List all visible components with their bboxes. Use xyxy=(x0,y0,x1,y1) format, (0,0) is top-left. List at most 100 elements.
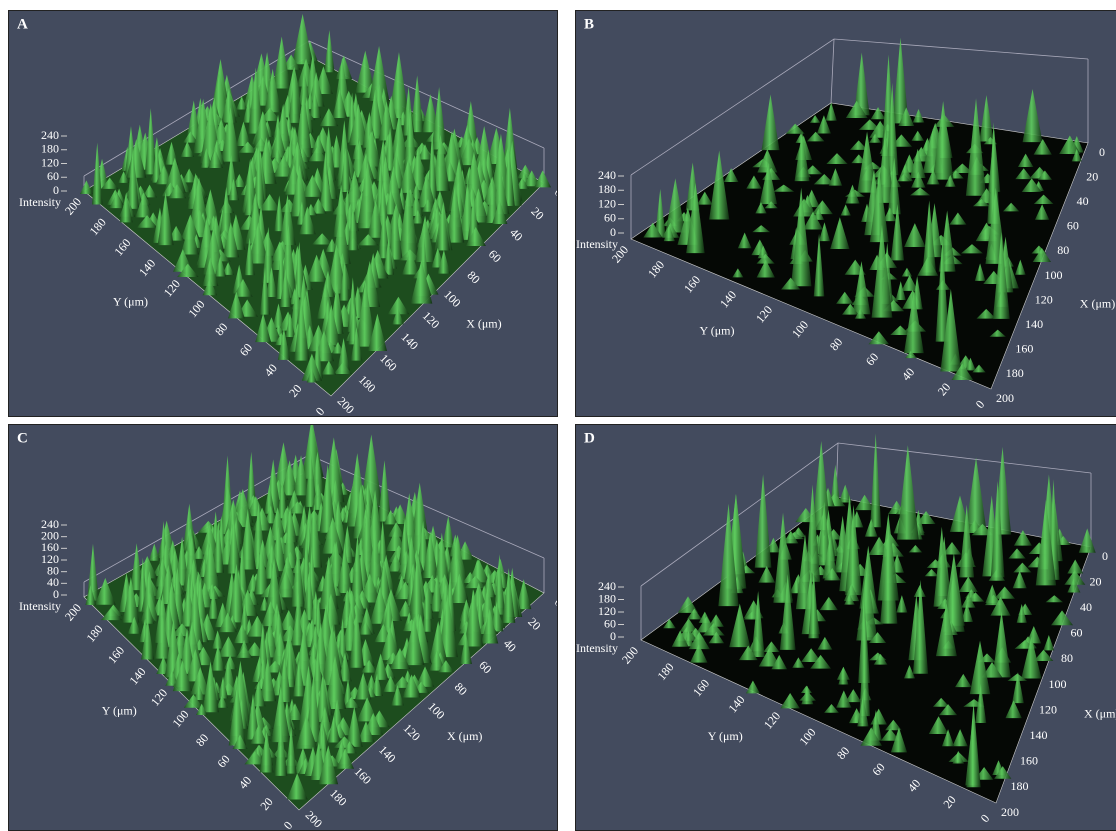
x-tick-label: 180 xyxy=(356,373,379,396)
x-tick-label: 120 xyxy=(401,721,424,744)
y-tick-label: 80 xyxy=(834,744,852,762)
plot: C04080120160200240Intensity2001801601401… xyxy=(9,425,557,830)
plot: A060120180240Intensity200180160140120100… xyxy=(9,11,557,416)
z-tick-label: 240 xyxy=(41,128,59,142)
y-axis-label: Y (μm) xyxy=(102,703,137,717)
y-tick-label: 120 xyxy=(161,277,183,300)
surface-peak xyxy=(442,516,455,547)
y-tick-label: 180 xyxy=(654,660,676,683)
x-tick-label: 180 xyxy=(1006,366,1024,380)
z-axis-label: Intensity xyxy=(19,599,61,613)
y-tick-label: 20 xyxy=(940,793,958,811)
x-tick-label: 100 xyxy=(425,699,448,722)
x-tick-label: 100 xyxy=(1045,268,1063,282)
x-tick-label: 80 xyxy=(1057,243,1069,257)
x-axis-label: X (μm) xyxy=(466,317,501,331)
x-tick-label: 160 xyxy=(1015,342,1033,356)
x-tick-label: 120 xyxy=(1035,292,1053,306)
surface-peak xyxy=(979,95,994,141)
x-tick-label: 200 xyxy=(1001,805,1019,819)
z-tick-label: 240 xyxy=(598,579,616,593)
x-tick-label: 160 xyxy=(377,351,400,374)
y-tick-label: 200 xyxy=(62,195,84,218)
x-tick-label: 200 xyxy=(996,391,1014,405)
z-tick-label: 120 xyxy=(41,155,59,169)
y-tick-label: 0 xyxy=(313,404,328,416)
x-tick-label: 40 xyxy=(507,226,525,244)
y-tick-label: 80 xyxy=(212,320,230,338)
y-tick-label: 140 xyxy=(725,693,747,716)
y-tick-label: 40 xyxy=(905,777,923,795)
x-tick-label: 140 xyxy=(376,743,399,766)
x-tick-label: 20 xyxy=(525,615,543,633)
x-axis-label: X (μm) xyxy=(447,729,482,743)
y-tick-label: 100 xyxy=(169,707,191,730)
x-tick-label: 60 xyxy=(486,247,504,265)
surface-peak xyxy=(755,474,772,567)
y-tick-label: 100 xyxy=(789,318,811,341)
x-tick-label: 100 xyxy=(1049,677,1067,691)
x-tick-label: 40 xyxy=(1077,194,1089,208)
surface-peak xyxy=(87,544,99,601)
panel: D060120180240Intensity200180160140120100… xyxy=(575,424,1116,831)
z-axis-label: Intensity xyxy=(576,237,618,251)
x-tick-label: 160 xyxy=(352,764,375,787)
y-tick-label: 80 xyxy=(193,731,211,749)
x-tick-label: 140 xyxy=(398,330,421,353)
panel: B060120180240Intensity200180160140120100… xyxy=(575,10,1116,417)
y-tick-label: 40 xyxy=(261,361,279,379)
x-axis-label: X (μm) xyxy=(1084,706,1116,720)
z-axis-label: Intensity xyxy=(19,195,61,209)
z-tick-label: 180 xyxy=(598,182,616,196)
x-tick-label: 40 xyxy=(501,636,519,654)
x-tick-label: 20 xyxy=(528,204,546,222)
x-tick-label: 20 xyxy=(1090,574,1102,588)
x-tick-label: 60 xyxy=(1071,626,1083,640)
y-tick-label: 120 xyxy=(761,709,783,732)
y-tick-label: 160 xyxy=(111,236,133,259)
z-tick-label: 120 xyxy=(598,196,616,210)
y-tick-label: 140 xyxy=(717,288,739,311)
y-tick-label: 20 xyxy=(286,382,304,400)
box-edge xyxy=(831,39,834,103)
y-tick-label: 120 xyxy=(148,686,170,709)
x-tick-label: 60 xyxy=(1067,219,1079,233)
panel: A060120180240Intensity200180160140120100… xyxy=(8,10,558,417)
z-tick-label: 240 xyxy=(41,517,59,531)
x-tick-label: 80 xyxy=(452,680,470,698)
surface-peak xyxy=(149,544,160,561)
x-tick-label: 60 xyxy=(476,658,494,676)
y-tick-label: 20 xyxy=(257,795,275,813)
y-axis-label: Y (μm) xyxy=(708,729,743,743)
y-tick-label: 40 xyxy=(236,774,254,792)
y-tick-label: 60 xyxy=(869,760,887,778)
y-tick-label: 60 xyxy=(863,350,881,368)
y-tick-label: 200 xyxy=(619,644,641,667)
z-tick-label: 60 xyxy=(604,616,616,630)
x-tick-label: 0 xyxy=(552,185,557,199)
y-tick-label: 100 xyxy=(185,297,207,320)
x-tick-label: 140 xyxy=(1025,317,1043,331)
x-tick-label: 120 xyxy=(1039,702,1057,716)
surface-peak xyxy=(966,457,987,531)
y-tick-label: 80 xyxy=(827,335,845,353)
y-tick-label: 0 xyxy=(281,818,296,830)
z-tick-label: 60 xyxy=(47,169,59,183)
panel: C04080120160200240Intensity2001801601401… xyxy=(8,424,558,831)
x-tick-label: 80 xyxy=(1061,651,1073,665)
surface-peak xyxy=(1079,528,1096,552)
x-tick-label: 100 xyxy=(441,287,464,310)
x-tick-label: 40 xyxy=(1080,600,1092,614)
z-tick-label: 240 xyxy=(598,168,616,182)
y-tick-label: 60 xyxy=(214,752,232,770)
x-tick-label: 120 xyxy=(420,309,443,332)
surface-peak xyxy=(762,94,780,150)
y-tick-label: 180 xyxy=(645,258,667,281)
z-tick-label: 180 xyxy=(41,142,59,156)
y-tick-label: 140 xyxy=(136,256,158,279)
y-tick-label: 160 xyxy=(105,643,127,666)
page: A060120180240Intensity200180160140120100… xyxy=(0,0,1116,830)
x-tick-label: 0 xyxy=(1102,549,1108,563)
y-tick-label: 0 xyxy=(978,811,993,825)
y-tick-label: 60 xyxy=(237,341,255,359)
